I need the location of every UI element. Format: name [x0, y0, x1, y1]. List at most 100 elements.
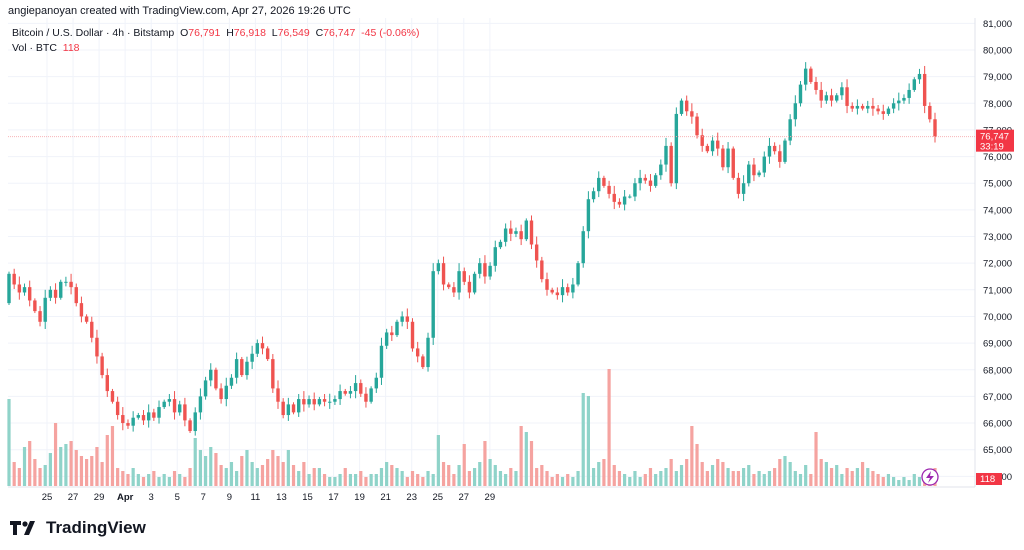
volume-bar: [12, 462, 16, 486]
candle-body: [586, 199, 591, 232]
volume-bar: [488, 459, 492, 486]
candle-body: [7, 273, 11, 304]
volume-bar: [110, 426, 115, 486]
volume-bar: [566, 474, 570, 486]
candle-body: [695, 116, 699, 136]
candle-body: [302, 399, 306, 405]
candle-body: [829, 95, 834, 101]
volume-bar: [291, 465, 296, 486]
volume-bar: [354, 474, 358, 486]
candle-body: [628, 196, 632, 198]
candle-body: [752, 164, 756, 176]
candle-body: [819, 89, 823, 101]
candle-body: [659, 164, 663, 176]
last-price-tag: [976, 129, 1014, 152]
candle-body: [53, 289, 58, 298]
volume-bar: [840, 474, 844, 486]
volume-bar: [43, 465, 47, 486]
y-tick-label: 69,000: [983, 339, 1012, 350]
candle-body: [503, 228, 508, 242]
change-value: -45 (-0.06%): [361, 27, 420, 39]
candle-body: [369, 388, 373, 402]
brand-name: TradingView: [46, 518, 146, 537]
candle-body: [669, 145, 673, 184]
candle-body: [260, 343, 265, 349]
volume-bar: [591, 468, 596, 486]
y-tick-label: 74,000: [983, 205, 1012, 216]
volume-bar: [504, 474, 508, 486]
candle-body: [48, 289, 53, 298]
candle-body: [415, 348, 420, 357]
volume-bar: [48, 453, 52, 486]
volume-bar: [79, 456, 84, 486]
open-value: 76,791: [188, 27, 221, 39]
volume-bar: [876, 474, 880, 486]
volume-bar: [509, 468, 513, 486]
candle-body: [121, 415, 125, 424]
volume-bar: [157, 477, 161, 486]
volume-bar: [374, 474, 378, 486]
candle-body: [203, 380, 208, 397]
volume-bar: [695, 444, 699, 486]
volume-bar: [328, 477, 332, 486]
candle-body: [245, 361, 249, 376]
candle-body: [612, 193, 616, 202]
candle-body: [390, 332, 394, 336]
candle-body: [700, 135, 704, 146]
volume-bar: [281, 462, 285, 486]
volume-bar: [633, 471, 637, 486]
candle-body: [224, 385, 228, 400]
volume-bar: [90, 456, 94, 486]
volume-bar: [545, 471, 549, 486]
x-tick-label: 7: [201, 492, 206, 503]
volume-bar: [245, 450, 249, 486]
volume-bar: [850, 471, 854, 486]
volume-bar: [607, 369, 611, 486]
volume-bar: [343, 468, 347, 486]
volume-bar: [716, 459, 720, 486]
volume-value: 118: [62, 42, 80, 54]
candle-body: [721, 148, 725, 168]
volume-bar: [302, 462, 306, 486]
candle-body: [452, 287, 456, 293]
candle-body: [457, 271, 461, 293]
tradingview-logo[interactable]: TradingView: [10, 518, 146, 538]
volume-bar: [654, 474, 658, 486]
volume-label[interactable]: Vol · BTC: [12, 42, 57, 54]
candle-body: [405, 316, 410, 322]
volume-bar: [338, 474, 342, 486]
candle-body: [897, 100, 901, 104]
candle-body: [762, 156, 766, 173]
volume-bar: [452, 474, 456, 486]
last-price-text: 76,747: [980, 132, 1009, 143]
candle-body: [421, 356, 425, 368]
volume-bar: [710, 465, 715, 486]
volume-bar: [912, 474, 916, 486]
volume-bar: [829, 468, 834, 486]
candle-body: [100, 356, 104, 376]
volume-bar: [271, 450, 275, 486]
volume-bar: [84, 459, 89, 486]
volume-bar: [183, 477, 187, 486]
candle-body: [845, 87, 849, 106]
candle-body: [514, 231, 518, 234]
candle-body: [591, 191, 596, 200]
volume-bar: [762, 474, 766, 486]
symbol-label[interactable]: Bitcoin / U.S. Dollar · 4h · Bitstamp: [12, 27, 175, 39]
candle-body: [157, 407, 161, 418]
volume-bar: [741, 468, 746, 486]
volume-bar: [95, 447, 99, 486]
volume-bar: [74, 450, 78, 486]
x-tick-label: 3: [149, 492, 154, 503]
candle-body: [648, 180, 653, 186]
candle-body: [493, 247, 497, 266]
candle-body: [141, 415, 146, 421]
volume-bar: [793, 471, 797, 486]
volume-bar: [659, 471, 663, 486]
candle-body: [793, 103, 798, 120]
volume-bar: [167, 477, 171, 486]
candle-body: [747, 164, 751, 184]
y-tick-label: 79,000: [983, 72, 1012, 83]
open-label: O: [180, 27, 189, 39]
